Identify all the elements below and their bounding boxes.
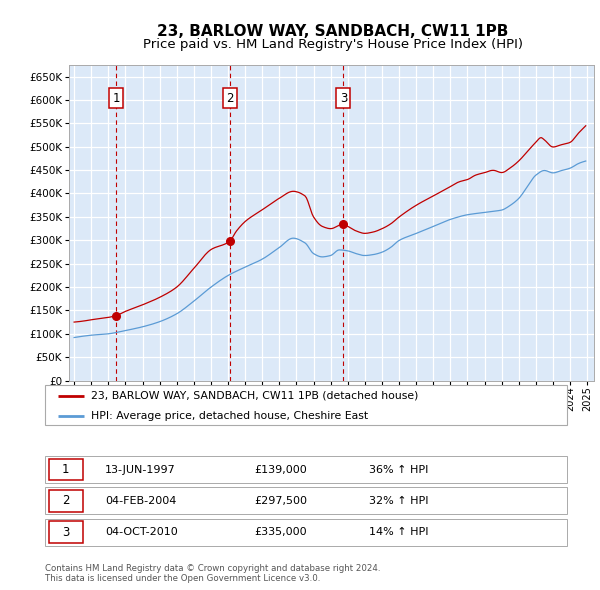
Text: £335,000: £335,000	[254, 527, 307, 537]
Text: £297,500: £297,500	[254, 496, 307, 506]
Text: 04-FEB-2004: 04-FEB-2004	[105, 496, 176, 506]
Text: Price paid vs. HM Land Registry's House Price Index (HPI): Price paid vs. HM Land Registry's House …	[143, 38, 523, 51]
Text: 23, BARLOW WAY, SANDBACH, CW11 1PB: 23, BARLOW WAY, SANDBACH, CW11 1PB	[157, 24, 509, 38]
Text: 2: 2	[62, 494, 70, 507]
Text: 04-OCT-2010: 04-OCT-2010	[105, 527, 178, 537]
Text: 3: 3	[62, 526, 70, 539]
Text: 14% ↑ HPI: 14% ↑ HPI	[368, 527, 428, 537]
Text: 13-JUN-1997: 13-JUN-1997	[105, 464, 176, 474]
Text: 23, BARLOW WAY, SANDBACH, CW11 1PB (detached house): 23, BARLOW WAY, SANDBACH, CW11 1PB (deta…	[91, 391, 418, 401]
Bar	[49, 490, 83, 512]
Text: HPI: Average price, detached house, Cheshire East: HPI: Average price, detached house, Ches…	[91, 411, 368, 421]
Text: Contains HM Land Registry data © Crown copyright and database right 2024.
This d: Contains HM Land Registry data © Crown c…	[45, 563, 380, 583]
Bar	[49, 522, 83, 543]
Text: 1: 1	[62, 463, 70, 476]
Bar	[49, 459, 83, 480]
Text: 1: 1	[112, 91, 120, 104]
Text: 36% ↑ HPI: 36% ↑ HPI	[368, 464, 428, 474]
Text: 32% ↑ HPI: 32% ↑ HPI	[368, 496, 428, 506]
Text: 2: 2	[226, 91, 233, 104]
Text: £139,000: £139,000	[254, 464, 307, 474]
Text: 3: 3	[340, 91, 347, 104]
